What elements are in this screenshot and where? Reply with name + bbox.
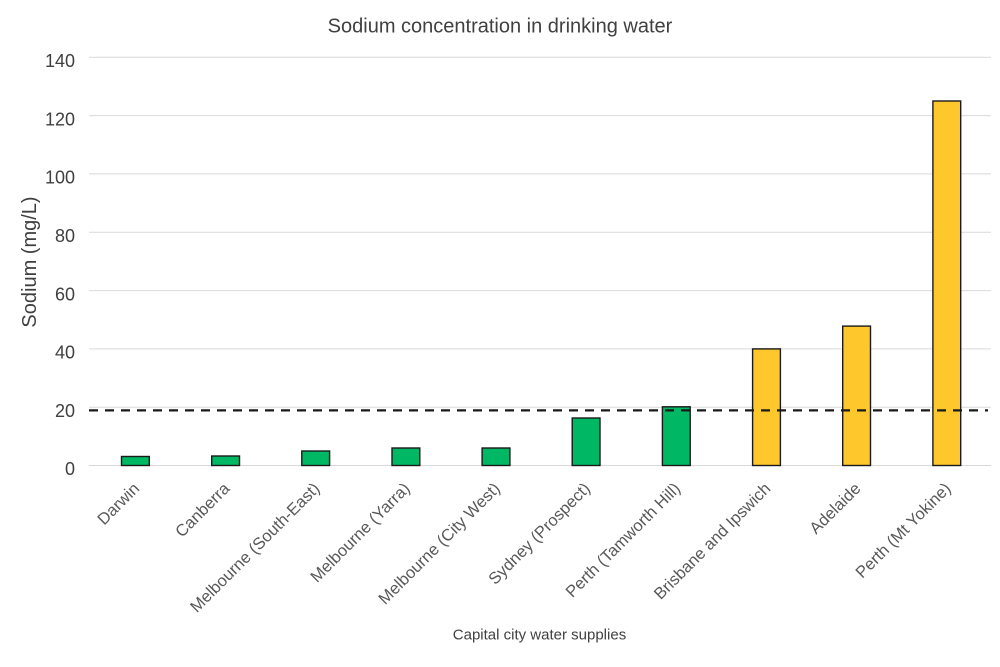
svg-text:40: 40 — [55, 343, 75, 363]
svg-text:Sodium (mg/L): Sodium (mg/L) — [19, 196, 41, 327]
svg-text:60: 60 — [55, 284, 75, 304]
svg-text:80: 80 — [55, 226, 75, 246]
svg-text:20: 20 — [55, 401, 75, 421]
svg-text:140: 140 — [45, 51, 75, 71]
svg-text:0: 0 — [65, 459, 75, 479]
svg-text:Adelaide: Adelaide — [806, 480, 864, 538]
svg-text:120: 120 — [45, 109, 75, 129]
svg-text:Canberra: Canberra — [172, 479, 234, 541]
svg-text:100: 100 — [45, 168, 75, 188]
svg-text:Perth (Mt Yokine): Perth (Mt Yokine) — [852, 480, 954, 582]
svg-text:Melbourne (Yarra): Melbourne (Yarra) — [307, 480, 414, 587]
svg-text:Sodium concentration in drinki: Sodium concentration in drinking water — [328, 16, 673, 38]
svg-text:Capital city water supplies: Capital city water supplies — [453, 627, 626, 644]
svg-text:Darwin: Darwin — [94, 480, 143, 529]
